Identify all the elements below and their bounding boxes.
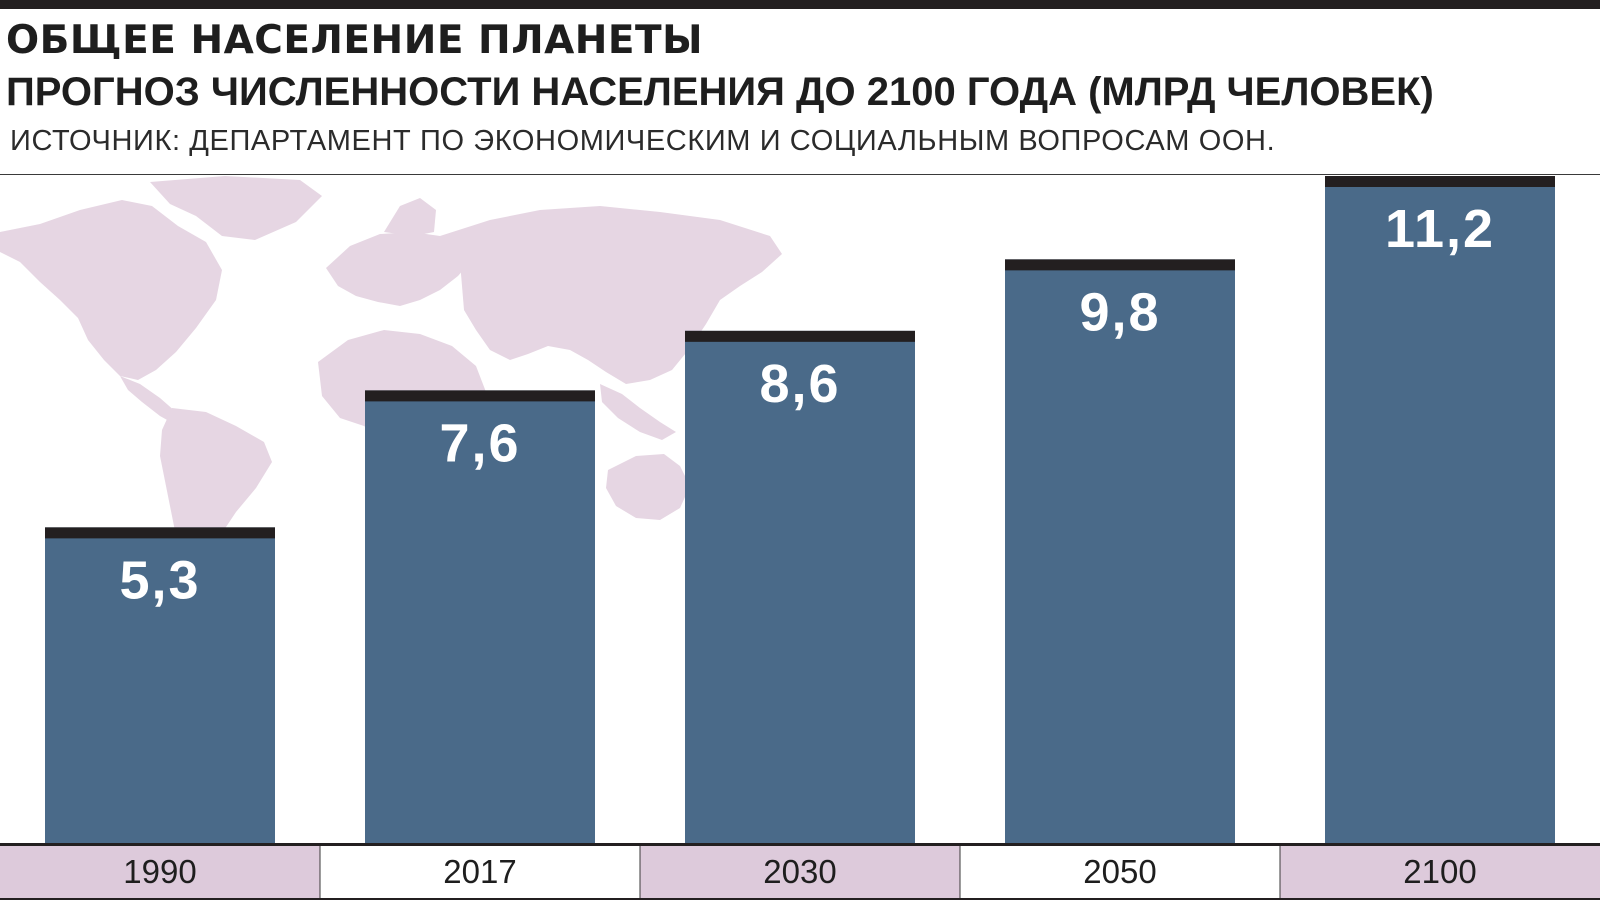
x-tick-label: 1990: [123, 853, 196, 890]
bar-value-label: 8,6: [759, 354, 840, 414]
source-note: ИСТОЧНИК: ДЕПАРТАМЕНТ ПО ЭКОНОМИЧЕСКИМ И…: [10, 125, 1276, 157]
x-tick-label: 2017: [443, 853, 516, 890]
bar-cap: [1005, 259, 1235, 271]
bar: [365, 390, 595, 843]
x-axis-bands: 1990 2017 2030 2050 2100: [0, 845, 1600, 899]
bar-value-label: 5,3: [119, 550, 200, 610]
bar-value-label: 9,8: [1079, 282, 1160, 342]
header-rule: [0, 174, 1600, 175]
bar-value-label: 7,6: [439, 413, 520, 473]
bars-group: 5,3 7,6 8,6 9,8 11,2: [45, 176, 1555, 843]
x-axis-bottom-rule: [0, 898, 1600, 900]
x-axis-band: [960, 845, 1280, 899]
x-tick-label: 2100: [1403, 853, 1476, 890]
bar-cap: [1325, 176, 1555, 187]
bar: [1325, 176, 1555, 843]
bar-cap: [365, 390, 595, 402]
world-map-landmass: [326, 232, 470, 306]
x-axis-band: [0, 845, 320, 899]
top-rule: [0, 0, 1600, 9]
chart-subtitle: ПРОГНОЗ ЧИСЛЕННОСТИ НАСЕЛЕНИЯ ДО 2100 ГО…: [6, 70, 1434, 114]
bar-value-label: 11,2: [1385, 199, 1495, 259]
x-axis-band: [1280, 845, 1600, 899]
x-axis-band: [320, 845, 640, 899]
bar: [1005, 259, 1235, 843]
world-map-landmass: [0, 200, 222, 380]
world-map-background: [0, 176, 782, 602]
world-map-landmass: [384, 198, 436, 236]
x-tick-label: 2050: [1083, 853, 1156, 890]
x-axis-band: [640, 845, 960, 899]
bar: [45, 527, 275, 843]
bar: [685, 330, 915, 843]
chart-title: ОБЩЕЕ НАСЕЛЕНИЕ ПЛАНЕТЫ: [6, 18, 704, 63]
bar-cap: [45, 527, 275, 539]
bar-cap: [685, 330, 915, 342]
world-map-landmass: [150, 176, 322, 240]
x-axis-lines: [0, 843, 1600, 900]
x-axis-baseline: [0, 843, 1600, 846]
x-tick-label: 2030: [763, 853, 836, 890]
world-map-landmass: [600, 384, 676, 440]
world-map-landmass: [440, 206, 782, 384]
world-map-landmass: [606, 454, 690, 520]
